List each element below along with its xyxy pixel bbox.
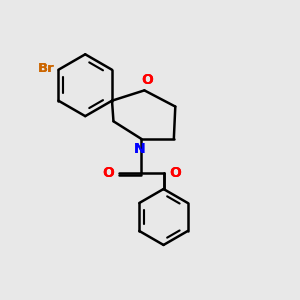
Text: O: O — [141, 73, 153, 87]
Text: O: O — [141, 73, 153, 87]
Text: O: O — [102, 166, 114, 180]
Text: O: O — [169, 166, 181, 180]
Text: N: N — [134, 142, 146, 157]
Text: Br: Br — [38, 62, 55, 75]
Text: O: O — [169, 166, 181, 180]
Text: Br: Br — [38, 62, 55, 75]
Text: O: O — [102, 166, 114, 180]
Text: N: N — [134, 142, 146, 157]
